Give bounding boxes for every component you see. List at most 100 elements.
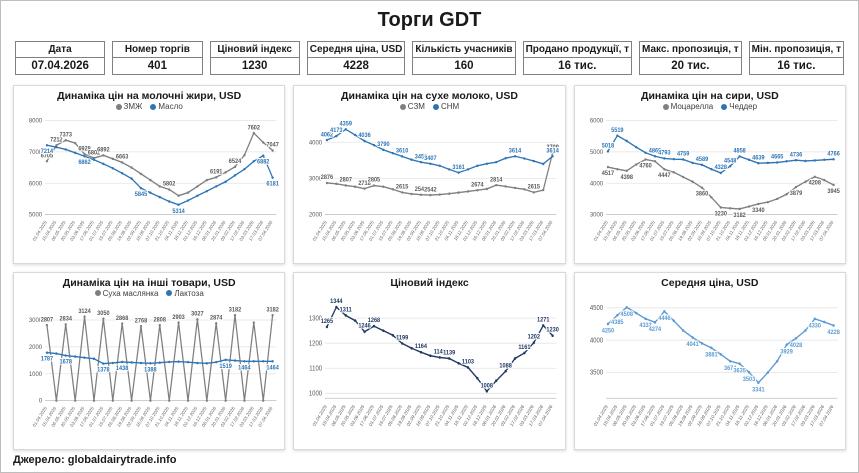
svg-text:6181: 6181 <box>266 181 279 187</box>
svg-text:5314: 5314 <box>172 208 185 214</box>
y-axis-labels: 0 1000 2000 3000 <box>29 317 43 405</box>
stat-value: 16 тис. <box>522 58 633 75</box>
svg-text:2805: 2805 <box>368 177 381 183</box>
svg-text:3790: 3790 <box>377 142 390 148</box>
svg-text:5802: 5802 <box>163 181 176 187</box>
series-labels-0: 4517 4398 4760 4447 3860 3230 3182 3340 3879 4208… <box>600 162 841 220</box>
svg-text:0: 0 <box>39 398 43 405</box>
svg-text:4517: 4517 <box>601 171 614 177</box>
gridlines <box>605 120 838 215</box>
svg-text:6663: 6663 <box>116 154 129 160</box>
chart-title: Динаміка цін на молочні жири, USD <box>57 90 242 102</box>
svg-text:1344: 1344 <box>330 297 343 305</box>
svg-text:7000: 7000 <box>29 149 43 156</box>
stat-max-offer: Макс. пропозиція, т 20 тис. <box>639 41 742 75</box>
y-axis-labels: 3500 4000 4500 <box>589 304 603 376</box>
svg-text:1378: 1378 <box>97 368 110 374</box>
svg-text:3182: 3182 <box>229 308 242 314</box>
svg-text:3000: 3000 <box>29 317 43 324</box>
y-axis-labels: 5000 6000 7000 8000 <box>29 117 43 218</box>
svg-text:6705: 6705 <box>41 153 54 159</box>
series-labels-1: 7214 6862 5845 5314 6882 6181 <box>40 148 281 216</box>
chart-plot: 3500 4000 4500 01.04.202515.04.202506.05.20… <box>589 304 841 427</box>
svg-text:4500: 4500 <box>589 304 603 312</box>
svg-text:4398: 4398 <box>620 174 633 180</box>
chart-legend: Суха маслянка Лактоза <box>18 289 280 299</box>
svg-text:3340: 3340 <box>752 208 765 214</box>
svg-text:1464: 1464 <box>238 365 251 371</box>
chart-milk-fats: Динаміка цін на молочні жири, USD ЗМЖ Масл… <box>13 85 286 264</box>
svg-text:2814: 2814 <box>490 177 503 183</box>
svg-text:6802: 6802 <box>88 150 101 156</box>
svg-text:1300: 1300 <box>309 315 323 323</box>
svg-text:4228: 4228 <box>827 328 840 336</box>
chart-plot: 5000 6000 7000 8000 01.04.202515.04.202506.0… <box>29 117 281 242</box>
svg-text:7373: 7373 <box>60 132 73 138</box>
svg-text:4860: 4860 <box>648 148 661 154</box>
chart-price-index: Ціновий індекс 1000 1100 1200 1300 01.04.2025… <box>293 271 566 450</box>
x-axis-labels: 01.04.202515.04.202506.05.202520.05.2025… <box>312 403 554 427</box>
svg-text:4589: 4589 <box>695 157 708 163</box>
svg-text:3452: 3452 <box>415 154 428 160</box>
svg-text:4858: 4858 <box>733 148 746 154</box>
svg-text:4062: 4062 <box>321 132 334 138</box>
gridlines <box>325 317 557 399</box>
chart-title: Динаміка цін на сири, USD <box>640 90 779 102</box>
stat-label: Дата <box>15 41 106 58</box>
legend-item: Масло <box>150 102 183 111</box>
series-1 <box>45 143 274 206</box>
svg-text:3503: 3503 <box>742 375 755 383</box>
svg-text:6892: 6892 <box>97 147 110 153</box>
svg-text:2615: 2615 <box>396 184 409 190</box>
legend-item: ЗМЖ <box>115 102 142 111</box>
svg-text:6862: 6862 <box>78 160 91 166</box>
stat-label: Мін. пропозиція, т <box>748 41 844 58</box>
legend-dot <box>115 103 122 110</box>
svg-text:1103: 1103 <box>462 358 475 366</box>
stat-value: 07.04.2026 <box>15 58 106 75</box>
svg-text:4328: 4328 <box>714 165 727 171</box>
svg-text:3860: 3860 <box>695 191 708 197</box>
svg-text:4330: 4330 <box>808 322 821 330</box>
series-0 <box>326 305 555 393</box>
y-axis-labels: 1000 1100 1200 1300 <box>309 315 323 398</box>
svg-text:2868: 2868 <box>116 316 129 322</box>
svg-text:3000: 3000 <box>309 175 323 182</box>
svg-text:6882: 6882 <box>257 159 270 165</box>
legend-dot <box>94 290 101 297</box>
svg-text:5519: 5519 <box>611 128 624 134</box>
svg-text:1000: 1000 <box>309 390 323 398</box>
chart-other-goods: Динаміка цін на інші товари, USD Суха мас… <box>13 271 286 450</box>
svg-text:1519: 1519 <box>219 364 232 370</box>
svg-text:4665: 4665 <box>771 154 784 160</box>
svg-text:4447: 4447 <box>658 173 671 179</box>
svg-text:3050: 3050 <box>97 311 110 317</box>
svg-text:1202: 1202 <box>528 333 541 341</box>
legend-dot <box>432 103 439 110</box>
svg-text:1143: 1143 <box>434 348 447 356</box>
y-axis-labels: 3000 4000 5000 6000 <box>589 117 603 218</box>
legend-item: СЗМ <box>399 102 425 111</box>
legend-dot <box>662 103 669 110</box>
svg-text:1271: 1271 <box>537 316 550 324</box>
svg-text:3341: 3341 <box>752 385 765 393</box>
stat-label: Номер торгів <box>112 41 203 58</box>
svg-text:2615: 2615 <box>528 184 541 190</box>
svg-text:2674: 2674 <box>472 182 485 188</box>
svg-text:1161: 1161 <box>519 343 532 351</box>
svg-text:3161: 3161 <box>453 165 466 171</box>
svg-text:4446: 4446 <box>658 314 671 322</box>
svg-text:2549: 2549 <box>415 187 428 193</box>
legend-dot <box>166 290 173 297</box>
svg-text:3182: 3182 <box>266 308 279 314</box>
svg-text:7212: 7212 <box>50 137 63 143</box>
svg-text:1230: 1230 <box>547 326 560 334</box>
stat-label: Макс. пропозиція, т <box>639 41 742 58</box>
svg-text:4332: 4332 <box>639 321 652 329</box>
gridlines <box>605 306 838 399</box>
svg-text:2807: 2807 <box>340 177 353 183</box>
svg-text:4036: 4036 <box>359 133 372 139</box>
svg-text:4759: 4759 <box>677 151 690 157</box>
